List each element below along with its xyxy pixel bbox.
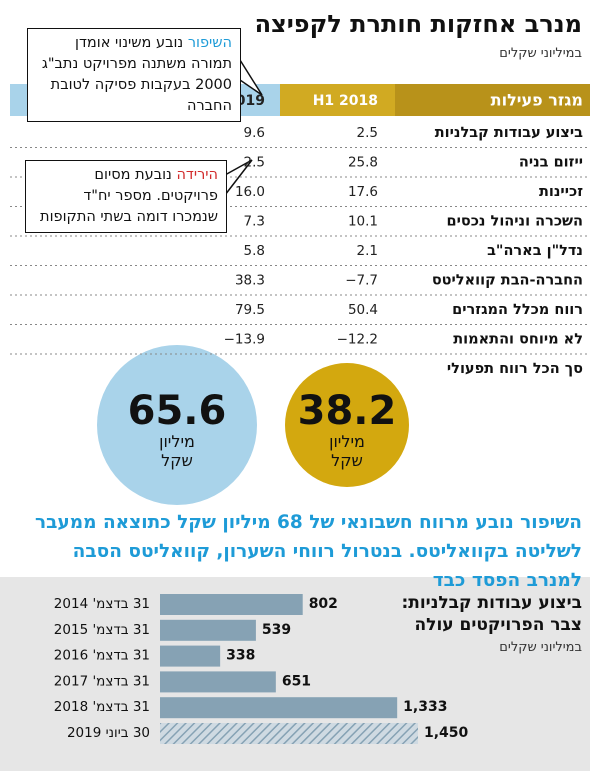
cell-value: 25.8 — [348, 154, 378, 170]
total-circle — [97, 345, 257, 505]
callout: הירידה נובעת מסיום פרויקטים. מספר יח"ד ש… — [25, 160, 227, 233]
row-label: נדל"ן בארה"ב — [487, 243, 583, 259]
category-label: 31 בדצמ' 2017 — [54, 673, 150, 689]
column-header: מגזר פעילות — [491, 91, 583, 110]
bar — [160, 594, 303, 615]
cell-value: 5.8 — [244, 243, 265, 259]
callout-highlight: השיפור — [187, 35, 232, 51]
category-label: 31 בדצמ' 2018 — [54, 699, 150, 715]
total-value: 65.6 — [127, 388, 227, 434]
row-label: ביצוע עבודות קבלניות — [435, 125, 583, 141]
cell-value: 2.5 — [244, 154, 265, 170]
value-label: 539 — [262, 622, 291, 638]
category-label: 31 בדצמ' 2016 — [54, 648, 150, 664]
cell-value: 16.0 — [235, 184, 265, 200]
summary: השיפור נובע מרווח חשבונאי של 68 מיליון ש… — [35, 512, 582, 591]
cell-value: 2.1 — [357, 243, 378, 259]
total-circle — [285, 363, 409, 487]
total-unit: מיליון שקל — [159, 432, 195, 470]
title: מנרב אחזקות חותרת לקפיצה — [254, 10, 582, 38]
cell-value: 9.6 — [244, 125, 265, 141]
bar — [160, 645, 221, 667]
row-label: סך הכל רווח תפעולי — [447, 361, 583, 377]
total-unit: מיליון שקל — [329, 432, 365, 470]
cell-value: 38.3 — [235, 272, 265, 288]
row-label: החברה-הבת קוואליטס — [432, 272, 583, 288]
total-value: 38.2 — [297, 388, 397, 434]
header-cell — [395, 84, 590, 116]
cell-value: −12.2 — [337, 331, 378, 347]
callout: השיפור נובע משינוי אומדן תמורה משתנה מפר… — [27, 28, 241, 122]
value-label: 1,450 — [424, 725, 469, 741]
category-label: 30 ביוני 2019 — [67, 725, 150, 741]
cell-value: 10.1 — [348, 213, 378, 229]
cell-value: 2.5 — [357, 125, 378, 141]
cell-value: −13.9 — [224, 331, 265, 347]
cell-value: −7.7 — [345, 272, 378, 288]
bar — [160, 697, 398, 719]
cell-value: 7.3 — [244, 213, 265, 229]
cell-value: 17.6 — [348, 184, 378, 200]
bar — [160, 671, 276, 693]
value-label: 338 — [226, 648, 255, 664]
cell-value: 79.5 — [235, 302, 265, 318]
row-label: לא מיוחס והתאמות — [453, 331, 583, 347]
chart-subtitle: במיליוני שקלים — [499, 640, 582, 655]
header-cell — [280, 84, 395, 116]
value-label: 802 — [309, 596, 338, 612]
subtitle: במיליוני שקלים — [499, 46, 582, 61]
callout-text: נובע משינוי אומדן תמורה משתנה מפרויקט נת… — [41, 35, 232, 114]
column-header: H1 2018 — [313, 93, 378, 109]
category-label: 31 בדצמ' 2014 — [54, 596, 150, 612]
value-label: 1,333 — [403, 699, 447, 715]
callout-text: נובעת מסיום פרויקטים. מספר יח"ד שנמכרו ד… — [40, 167, 218, 225]
row-label: רווח מכלל המגזרים — [452, 302, 583, 318]
value-label: 651 — [282, 673, 311, 689]
bar — [160, 619, 256, 641]
chart-title: ביצוע עבודות קבלניות: צבר הפרויקטים עולה — [401, 593, 582, 635]
bar — [160, 723, 418, 744]
row-label: השכרה וניהול נכסים — [447, 213, 584, 229]
row-label: ייזום בניה — [519, 154, 583, 170]
callout-highlight: הירידה — [176, 167, 218, 183]
row-label: זכיינות — [539, 184, 583, 200]
cell-value: 50.4 — [348, 302, 378, 318]
category-label: 31 בדצמ' 2015 — [54, 622, 150, 638]
